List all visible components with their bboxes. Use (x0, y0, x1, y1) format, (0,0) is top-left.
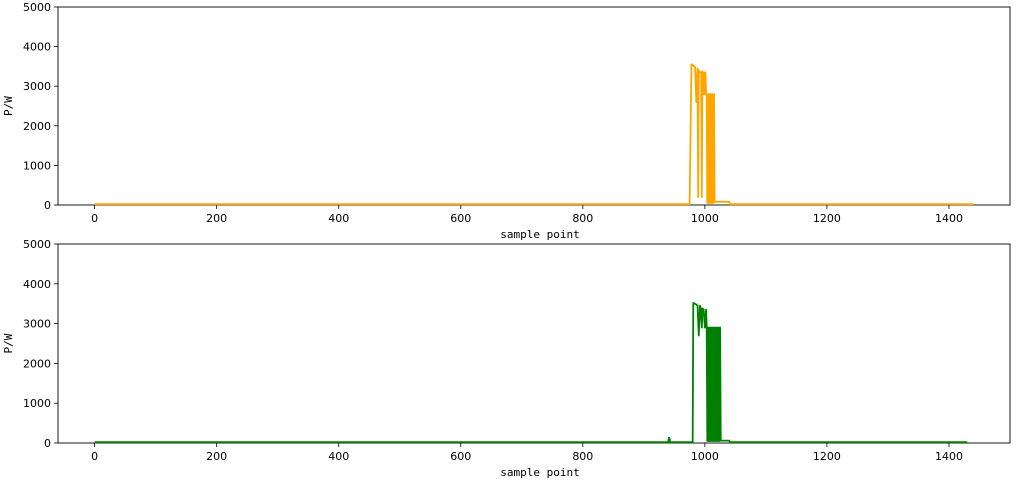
y-tick-label: 2000 (23, 120, 51, 133)
x-tick-label: 1000 (691, 212, 719, 225)
x-tick-label: 1000 (691, 450, 719, 463)
y-tick-label: 1000 (23, 159, 51, 172)
y-tick-label: 4000 (23, 278, 51, 291)
x-axis-label: sample point (500, 466, 579, 479)
x-tick-label: 800 (572, 212, 593, 225)
x-tick-label: 0 (91, 450, 98, 463)
x-tick-label: 0 (91, 212, 98, 225)
y-tick-label: 3000 (23, 318, 51, 331)
top-subplot: 0 200 400 600 800 1000 1200 1400 0 1000 2000 3000 40… (2, 1, 1011, 241)
x-tick-label: 600 (450, 450, 471, 463)
y-axis-label: P/W (2, 96, 15, 116)
series-line (94, 301, 968, 444)
x-axis-label: sample point (500, 228, 579, 241)
x-tick-label: 1400 (935, 212, 963, 225)
x-tick-label: 800 (572, 450, 593, 463)
y-tick-label: 1000 (23, 397, 51, 410)
x-tick-label: 1200 (813, 450, 841, 463)
x-tick-label: 1200 (813, 212, 841, 225)
bottom-subplot: 0 200 400 600 800 1000 1200 1400 0 1000 2000 3000 40… (2, 238, 1011, 479)
y-axis-label: P/W (2, 333, 15, 353)
x-tick-label: 200 (206, 212, 227, 225)
y-tick-label: 5000 (23, 238, 51, 251)
y-tick-label: 4000 (23, 41, 51, 54)
y-tick-label: 0 (44, 437, 51, 450)
series-line (94, 63, 974, 206)
x-tick-label: 400 (328, 212, 349, 225)
x-tick-label: 600 (450, 212, 471, 225)
plot-frame (57, 6, 1011, 206)
x-tick-label: 1400 (935, 450, 963, 463)
x-tick-label: 200 (206, 450, 227, 463)
plot-frame (57, 243, 1011, 444)
y-tick-label: 2000 (23, 357, 51, 370)
y-tick-label: 0 (44, 199, 51, 212)
y-tick-label: 5000 (23, 1, 51, 14)
x-tick-label: 400 (328, 450, 349, 463)
y-tick-label: 3000 (23, 80, 51, 93)
